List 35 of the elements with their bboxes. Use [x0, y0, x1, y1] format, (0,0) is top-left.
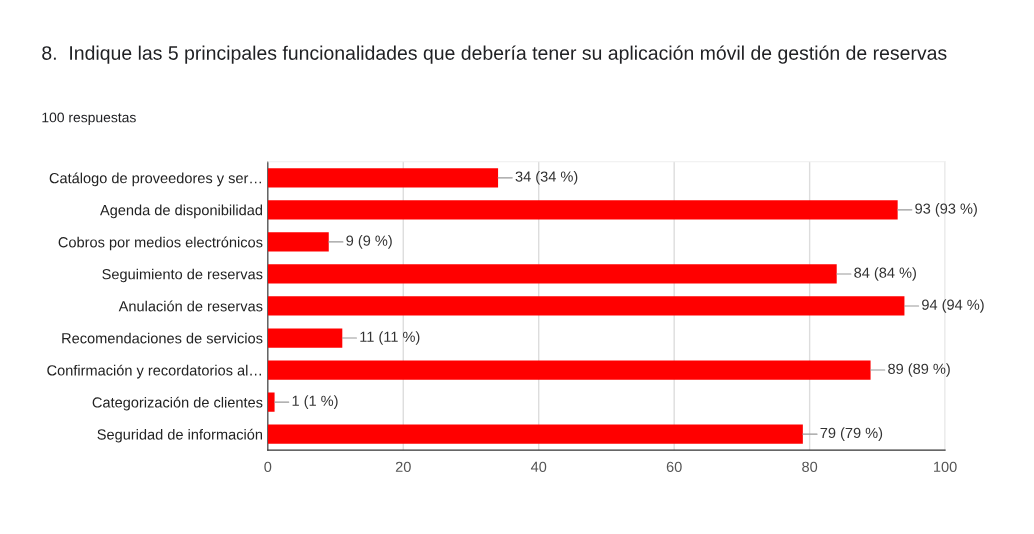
x-tick-label: 100 [934, 461, 957, 472]
x-tick-label: 60 [666, 461, 682, 472]
data-label: 79 (79 %) [820, 427, 883, 441]
x-tick-label: 80 [802, 461, 818, 472]
data-label: 94 (94 %) [922, 299, 984, 313]
x-tick-label: 40 [530, 461, 547, 472]
y-tick-label: Anulación de reservas [118, 300, 263, 312]
data-label: 84 (84 %) [854, 267, 916, 281]
y-tick-label: Cobros por medios electrónicos [58, 236, 263, 251]
data-label: 11 (11 %) [360, 331, 420, 345]
bar [267, 296, 905, 316]
data-label: 89 (89 %) [888, 363, 950, 377]
data-label: 1 (1 %) [292, 395, 338, 409]
bar [267, 168, 499, 188]
y-tick-label: Recomendaciones de servicios [62, 332, 263, 344]
text: 100 respuestas [42, 112, 136, 126]
y-tick-label: Catálogo de proveedores y ser… [49, 172, 261, 187]
bar [267, 392, 275, 412]
data-label: 9 (9 %) [346, 235, 392, 249]
x-tick-label: 0 [264, 461, 272, 472]
bar [267, 264, 837, 284]
data-label: 34 (34 %) [515, 171, 578, 185]
y-tick-label: Confirmación y recordatorios al… [47, 364, 261, 379]
bar [267, 232, 329, 252]
y-tick-label: Categorización de clientes [92, 396, 263, 411]
bar [267, 424, 803, 444]
bar [267, 328, 343, 348]
chart-title: 8. Indique las 5 principales funcionalidades que debería tener su aplicación móvil de gestión de reservas [42, 45, 947, 64]
y-tick-label: Agenda de disponibilidad [100, 204, 263, 219]
bar [267, 360, 871, 380]
bar [267, 200, 898, 220]
data-label: 93 (93 %) [915, 203, 977, 217]
y-tick-label: Seguimiento de reservas [102, 268, 263, 283]
x-tick-label: 20 [395, 461, 411, 472]
y-tick-label: Seguridad de información [97, 428, 263, 443]
